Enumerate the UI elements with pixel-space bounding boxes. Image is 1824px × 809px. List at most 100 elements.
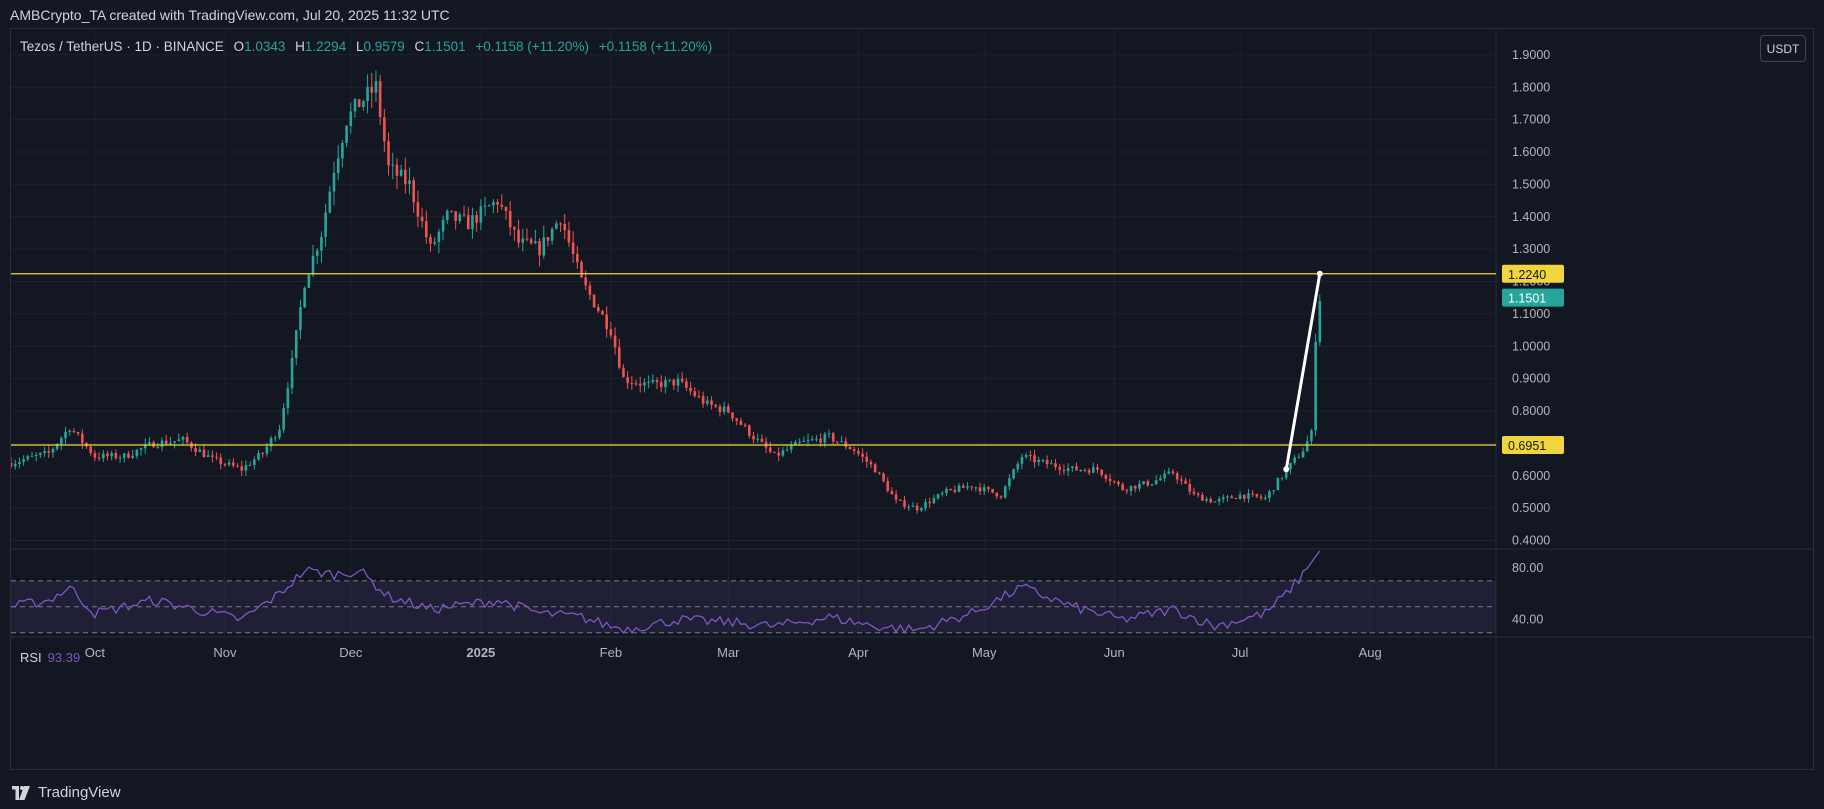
candle-body	[445, 210, 449, 220]
candle-body	[978, 487, 982, 492]
candle-body	[26, 456, 30, 460]
candle-body	[1293, 457, 1296, 463]
candle-body	[1071, 466, 1074, 469]
x-tick-label: Oct	[85, 645, 106, 660]
candle-body	[483, 205, 487, 207]
candle-body	[592, 294, 596, 308]
candle-body	[294, 330, 298, 358]
candle-body	[261, 453, 264, 455]
candle-body	[185, 436, 189, 443]
candle-body	[894, 494, 898, 500]
candle-body	[596, 307, 600, 312]
candle-body	[798, 441, 801, 443]
candle-body	[748, 425, 751, 436]
candle-body	[1305, 441, 1309, 452]
candle-body	[131, 455, 134, 458]
candle-body	[43, 450, 46, 453]
candle-body	[613, 335, 617, 348]
candle-body	[873, 464, 877, 473]
candle-body	[1054, 463, 1057, 468]
candle-body	[701, 396, 705, 404]
level-price-label: 1.2240	[1508, 268, 1546, 282]
candle-body	[471, 215, 474, 230]
candle-body	[55, 444, 59, 449]
candle-body	[30, 455, 34, 457]
footer-brand: TradingView	[10, 784, 121, 801]
candle-body	[89, 446, 93, 454]
open-label: O	[233, 39, 245, 54]
candle-body	[936, 494, 940, 499]
close-value: 1.1501	[424, 39, 466, 54]
candle-body	[433, 242, 436, 244]
candle-body	[374, 81, 378, 93]
tradingview-logo-icon	[12, 785, 30, 800]
candle-body	[756, 438, 759, 440]
candle-body	[823, 433, 827, 443]
currency-button[interactable]: USDT	[1760, 35, 1806, 62]
candle-body	[831, 433, 835, 442]
candle-body	[861, 453, 864, 457]
candle-body	[1100, 469, 1103, 476]
candle-body	[836, 441, 839, 443]
candle-body	[357, 99, 361, 108]
candle-body	[802, 440, 806, 442]
candle-body	[219, 457, 223, 465]
candle-body	[1083, 469, 1087, 471]
candle-body	[135, 449, 139, 456]
candle-body	[735, 418, 739, 421]
candle-body	[404, 169, 407, 184]
candle-body	[11, 462, 13, 467]
price-chart[interactable]: 1.9000 1.8000 1.7000 1.6000 1.5000 1.4000 1.30…	[11, 29, 1813, 769]
candle-body	[320, 236, 323, 251]
candle-body	[466, 214, 470, 230]
candle-body	[571, 242, 575, 254]
candle-body	[118, 457, 122, 459]
candle-body	[211, 455, 214, 457]
candle-body	[1171, 471, 1175, 474]
candle-body	[194, 447, 197, 452]
candle-body	[345, 125, 348, 143]
candle-body	[513, 227, 516, 230]
candle-body	[1196, 493, 1200, 495]
candle-body	[47, 450, 51, 453]
candle-body	[1163, 473, 1166, 479]
candle-body	[722, 406, 726, 412]
candle-body	[1058, 467, 1062, 470]
level-price-label: 0.6951	[1508, 439, 1546, 453]
candle-body	[638, 383, 642, 386]
candle-body	[315, 250, 319, 256]
y-tick-label: 1.1000	[1512, 307, 1550, 321]
candle-body	[827, 433, 831, 435]
candle-body	[693, 391, 697, 396]
candle-body	[714, 404, 718, 407]
candle-body	[34, 454, 38, 456]
candle-body	[336, 158, 340, 173]
candle-body	[416, 202, 420, 217]
candle-body	[928, 501, 931, 504]
candle-body	[1310, 430, 1313, 442]
level-price-tag	[1502, 435, 1564, 454]
y-tick-label: 1.0000	[1512, 339, 1550, 353]
candle-body	[987, 487, 990, 489]
candle-body	[39, 452, 42, 455]
candle-body	[546, 237, 550, 241]
candle-body	[617, 347, 621, 368]
candle-body	[1075, 466, 1078, 471]
candle-body	[269, 438, 273, 447]
candle-body	[458, 214, 462, 221]
y-tick-label: 0.6000	[1512, 469, 1550, 483]
symbol-legend: Tezos / TetherUS · 1D · BINANCE O1.0343 …	[20, 39, 712, 54]
rsi-label: RSI	[20, 650, 42, 665]
candle-body	[789, 445, 793, 450]
y-tick-label: 1.5000	[1512, 177, 1550, 191]
candle-body	[93, 453, 97, 458]
candle-body	[961, 485, 965, 488]
candle-body	[81, 433, 84, 444]
candle-body	[366, 86, 369, 102]
rsi-tick-label: 80.00	[1512, 561, 1543, 575]
y-tick-label: 1.7000	[1512, 113, 1550, 127]
candle-body	[496, 201, 499, 205]
candle-body	[781, 450, 785, 456]
candle-body	[915, 505, 919, 511]
candle-body	[148, 442, 151, 445]
